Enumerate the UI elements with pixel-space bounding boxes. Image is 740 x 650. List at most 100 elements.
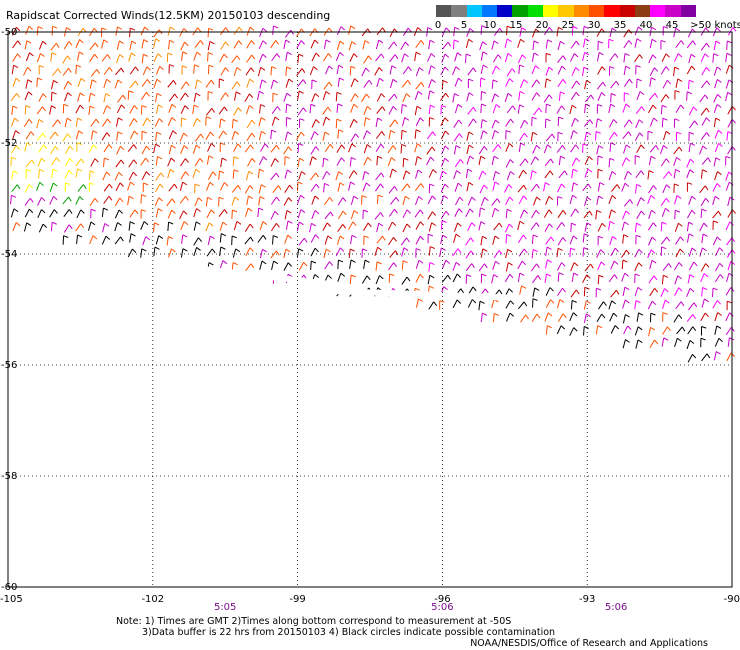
wind-barb-shaft [311,210,316,220]
wind-barb-feather [349,248,355,252]
wind-barb-shaft [569,312,574,322]
wind-barb-feather [694,120,698,126]
wind-barb-feather [494,93,500,98]
wind-barb-feather [603,301,607,306]
wind-barb-shaft [453,119,460,128]
wind-barb-feather [484,197,489,201]
wind-barb-shaft [415,117,421,127]
wind-barb-shaft [36,26,39,36]
wind-barb-feather [324,182,330,186]
wind-barb-feather [519,104,525,108]
wind-barb-feather [468,131,474,136]
wind-barb-shaft [389,168,393,178]
wind-barb-shaft [90,130,94,140]
wind-barb-feather [262,221,268,225]
wind-barb-shaft [571,182,575,192]
wind-barb-shaft [491,119,496,129]
wind-barb-feather [471,263,475,268]
wind-barb-feather [693,302,698,308]
wind-barb-shaft [168,248,172,258]
swath-gap [199,283,521,301]
wind-barb-feather [391,65,397,69]
wind-barb-shaft [51,68,59,76]
wind-barb-feather [495,260,500,265]
wind-barb-feather [482,235,487,240]
wind-barb-feather [249,105,254,109]
wind-barb-feather [706,132,710,137]
wind-barb-shaft [167,117,173,126]
wind-barb-feather [301,68,306,73]
wind-barb-shaft [400,104,403,114]
wind-barb-shaft [24,208,30,218]
wind-barb-shaft [571,157,577,167]
note-line-2: 3)Data buffer is 22 hrs from 20150103 4)… [142,627,556,638]
wind-barb-feather [39,168,45,172]
wind-barb-feather [432,131,436,137]
wind-barb-feather [471,299,477,304]
wind-barb-shaft [492,181,496,191]
wind-barb-shaft [636,144,642,154]
wind-barb-shaft [597,261,602,271]
wind-barb-feather [731,146,736,151]
wind-barb-feather [524,158,529,164]
wind-barb-shaft [714,130,719,139]
wind-barb-shaft [428,301,435,310]
wind-barb-feather [562,145,566,150]
wind-barb-shaft [114,222,118,232]
wind-barb-feather [688,131,694,135]
wind-barb-feather [406,223,411,228]
wind-barb-shaft [556,105,563,114]
wind-barb-shaft [688,196,693,205]
wind-barb-feather [492,79,498,83]
wind-barb-feather [79,104,84,110]
wind-barb-shaft [129,233,132,243]
wind-barb-feather [510,171,515,176]
latitude-tick-label: -52 [1,138,17,149]
wind-barb-shaft [246,196,249,206]
wind-barb-shaft [297,158,300,168]
wind-barb-shaft [245,247,251,256]
wind-barb-shaft [661,275,664,285]
wind-barb-shaft [622,339,626,349]
wind-barb-shaft [725,171,730,181]
wind-barb-shaft [415,156,418,166]
wind-barb-shaft [244,185,251,194]
wind-barb-shaft [335,119,338,129]
legend-swatch [527,5,544,17]
wind-barb-feather [382,235,386,241]
wind-barb-feather [380,53,385,59]
wind-barb-feather [690,142,696,146]
wind-barb-feather [262,27,268,32]
wind-barb-shaft [570,53,575,62]
wind-barb-feather [597,104,603,107]
wind-barb-shaft [504,223,510,233]
wind-barb-shaft [634,26,639,36]
wind-barb-feather [262,248,267,253]
wind-barb-feather [663,274,669,278]
wind-barb-shaft [140,92,147,100]
wind-barb-shaft [713,41,717,51]
wind-barb-feather [665,66,670,71]
wind-barb-feather [90,208,96,212]
wind-barb-feather [680,104,685,110]
wind-barb-feather [67,92,72,97]
wind-barb-feather [677,337,682,342]
wind-barb-feather [351,234,357,239]
wind-barb-feather [575,40,580,46]
wind-barb-feather [329,143,334,149]
wind-barb-feather [676,131,682,135]
wind-barb-shaft [557,183,562,193]
wind-barb-shaft [622,131,629,139]
wind-barb-shaft [38,223,44,233]
wind-barb-shaft [129,40,133,50]
wind-barb-shaft [609,312,614,322]
wind-barb-shaft [467,299,473,308]
wind-barb-feather [482,41,487,46]
wind-barb-shaft [674,275,679,285]
wind-barb-feather [393,41,398,47]
wind-barb-feather [260,104,266,108]
wind-barb-shaft [545,247,548,257]
wind-barb-feather [185,171,190,176]
wind-barb-shaft [24,142,28,152]
wind-barb-shaft [219,233,222,243]
